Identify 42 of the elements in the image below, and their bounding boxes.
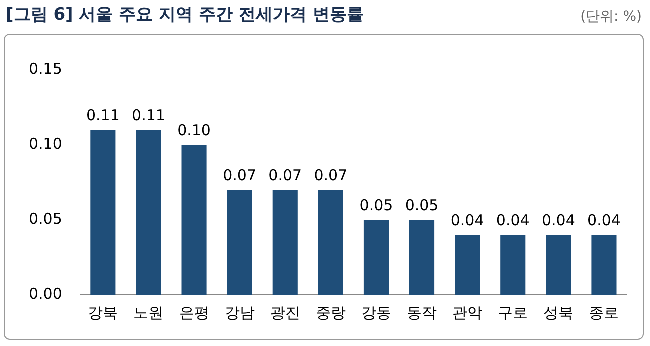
x-tick-label: 종로 [589,304,620,322]
bar [90,130,116,295]
x-tick-label: 광진 [270,304,300,322]
bar [136,130,162,295]
data-label: 0.11 [132,106,166,124]
data-label: 0.04 [496,211,530,230]
x-tick-label: 강북 [88,304,118,322]
data-label: 0.11 [86,106,120,124]
x-tick-label: 노원 [134,304,164,322]
bar [364,220,389,295]
data-label: 0.10 [178,121,211,140]
x-tick-label: 성북 [544,304,574,322]
bar [410,220,435,295]
data-label: 0.04 [450,211,484,230]
data-label: 0.05 [360,196,394,214]
x-tick-label: 동작 [407,304,438,322]
chart-title: [그림 6] 서울 주요 지역 주간 전세가격 변동률 [6,4,364,26]
data-label: 0.05 [405,196,439,214]
data-label: 0.07 [314,166,348,184]
bar [592,235,617,295]
y-tick-label: 0.15 [28,60,62,78]
bar [227,190,252,295]
x-tick-label: 은평 [179,304,210,322]
data-label: 0.04 [588,211,621,230]
bar [182,145,207,295]
text: (단위: %) [580,8,642,26]
x-tick-label: 강남 [224,304,255,322]
bar [500,235,526,295]
bar [318,190,344,295]
data-label: 0.04 [542,211,576,230]
data-label: 0.07 [223,166,257,184]
x-tick-label: 강동 [361,304,392,322]
bar [272,190,298,295]
bar [546,235,572,295]
x-tick-label: 관악 [452,304,483,322]
x-tick-label: 구로 [498,304,528,322]
y-tick-label: 0.05 [28,210,62,228]
y-tick-label: 0.10 [28,134,62,153]
x-tick-label: 중랑 [316,304,346,322]
y-tick-label: 0.00 [28,284,62,303]
data-label: 0.07 [268,166,302,184]
bar [455,235,480,295]
